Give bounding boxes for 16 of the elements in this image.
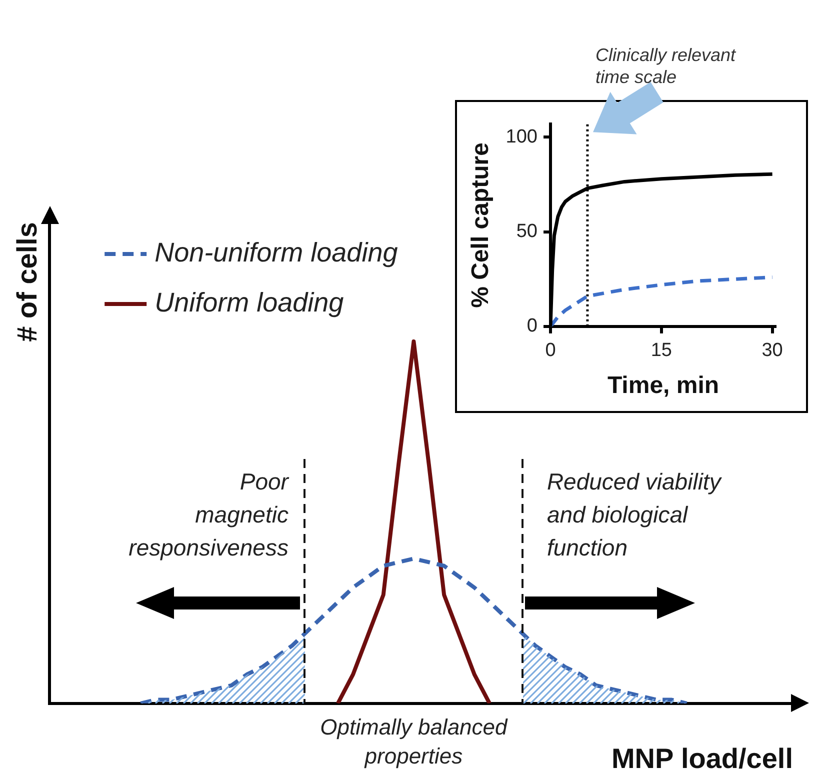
x-axis-title: Time, min [607, 372, 720, 400]
ref-line-label: Clinically relevant time scale [595, 44, 737, 88]
legend-label: Non-uniform loading [154, 238, 398, 268]
annotation: Poor magnetic responsiveness [128, 468, 290, 560]
legend-label: Uniform loading [154, 288, 344, 318]
y-tick-label: 100 [506, 126, 538, 148]
annotation: Reduced viability and biological function [546, 468, 722, 560]
y-tick-label: 0 [526, 316, 538, 337]
x-tick-label: 15 [650, 340, 672, 362]
y-axis-title: % Cell capture [467, 142, 494, 308]
x-tick-label: 0 [545, 340, 556, 362]
x-tick-label: 30 [762, 340, 783, 362]
x-axis-title: MNP load/cell [611, 742, 793, 774]
y-tick-label: 50 [516, 221, 538, 242]
y-axis-title: # of cells [12, 222, 43, 342]
text: Optimally balanced properties [320, 714, 508, 769]
